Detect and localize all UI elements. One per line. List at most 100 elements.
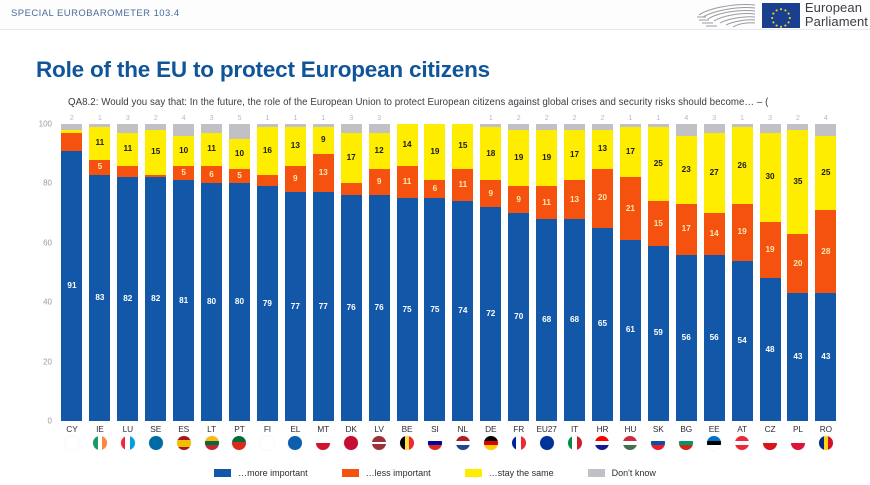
bar-column[interactable]: 80 5 10 5	[226, 113, 254, 421]
bar-column[interactable]: 56 14 27 3	[700, 113, 728, 421]
dont-know-value: 4	[684, 113, 689, 122]
bar-column[interactable]: 75 6 19	[421, 124, 449, 421]
stacked-bar-SE[interactable]: 82 15 2	[145, 113, 167, 421]
stacked-bar-LT[interactable]: 80 6 11 3	[201, 113, 223, 421]
segment-more-important: 65	[591, 227, 613, 421]
stacked-bar-AT[interactable]: 54 19 26 1	[731, 113, 753, 421]
stacked-bar-IT[interactable]: 68 13 17 2	[564, 113, 586, 421]
stacked-bar-ES[interactable]: 81 5 10 4	[173, 113, 195, 421]
country-code-label: IT	[570, 424, 579, 434]
bar-column[interactable]: 48 19 30 3	[756, 113, 784, 421]
bar-column[interactable]: 91 2	[58, 113, 86, 421]
segment-dont-know	[480, 124, 502, 127]
segment-value: 17	[346, 153, 356, 163]
bar-column[interactable]: 76 9 12 3	[365, 113, 393, 421]
stacked-bar-FR[interactable]: 70 9 19 2	[508, 113, 530, 421]
bar-column[interactable]: 72 9 18 1	[477, 113, 505, 421]
segment-more-important: 72	[480, 207, 502, 421]
stacked-bar-NL[interactable]: 74 11 15	[452, 124, 474, 421]
bar-column[interactable]: 70 9 19 2	[505, 113, 533, 421]
stacked-bar-HR[interactable]: 65 20 13 2	[591, 113, 613, 421]
legend-item-more-important[interactable]: …more important	[214, 468, 308, 478]
bar-column[interactable]: 75 11 14	[393, 124, 421, 421]
dont-know-value: 3	[377, 113, 382, 122]
bar-column[interactable]: 56 17 23 4	[672, 113, 700, 421]
flag-icon-EE	[707, 436, 722, 450]
bar-column[interactable]: 54 19 26 1	[728, 113, 756, 421]
bar-column[interactable]: 77 13 9 1	[309, 113, 337, 421]
country-code-label: BG	[680, 424, 693, 434]
segment-value: 5	[97, 161, 103, 171]
bar-column[interactable]: 59 15 25 1	[644, 113, 672, 421]
stacked-bar-EL[interactable]: 77 9 13 1	[284, 113, 306, 421]
flag-icon-LU	[120, 436, 135, 450]
segment-less-important: 19	[731, 204, 753, 261]
segment-value: 82	[151, 294, 161, 304]
segment-stay-the-same: 15	[145, 129, 167, 175]
bar-column[interactable]: 81 5 10 4	[170, 113, 198, 421]
legend-item-stay-the-same[interactable]: …stay the same	[464, 468, 554, 478]
stacked-bar-HU[interactable]: 61 21 17 1	[619, 113, 641, 421]
stacked-bar-CY[interactable]: 91 2	[61, 113, 83, 421]
bar-column[interactable]: 83 5 11 1	[86, 113, 114, 421]
segment-value: 9	[488, 188, 494, 198]
flag-icon-NL	[455, 436, 470, 450]
flag-icon-SI	[427, 436, 442, 450]
dont-know-value: 2	[153, 113, 158, 122]
legend-swatch-stay-the-same	[464, 469, 482, 477]
bar-column[interactable]: 76 17 3	[337, 113, 365, 421]
bar-column[interactable]: 68 11 19 2	[533, 113, 561, 421]
bar-column[interactable]: 82 15 2	[142, 113, 170, 421]
stacked-bar-SI[interactable]: 75 6 19	[424, 124, 446, 421]
stacked-bar-LV[interactable]: 76 9 12 3	[368, 113, 390, 421]
x-axis-item-BG: BG	[672, 424, 700, 462]
stacked-bar-FI[interactable]: 79 16 1	[256, 113, 278, 421]
segment-stay-the-same: 35	[787, 129, 809, 234]
bar-column[interactable]: 68 13 17 2	[561, 113, 589, 421]
segment-less-important: 17	[675, 204, 697, 255]
bar-column[interactable]: 77 9 13 1	[281, 113, 309, 421]
country-code-label: LT	[207, 424, 216, 434]
bar-column[interactable]: 43 20 35 2	[784, 113, 812, 421]
stacked-bar-EE[interactable]: 56 14 27 3	[703, 113, 725, 421]
dont-know-value: 2	[516, 113, 521, 122]
stacked-bar-CZ[interactable]: 48 19 30 3	[759, 113, 781, 421]
bar-column[interactable]: 79 16 1	[253, 113, 281, 421]
segment-value: 77	[318, 301, 328, 311]
dont-know-value: 3	[767, 113, 773, 122]
stacked-bar-LU[interactable]: 82 11 3	[117, 113, 139, 421]
stacked-bar-PL[interactable]: 43 20 35 2	[787, 113, 809, 421]
stacked-bar-BE[interactable]: 75 11 14	[396, 124, 418, 421]
bar-column[interactable]: 65 20 13 2	[589, 113, 617, 421]
stacked-bar-PT[interactable]: 80 5 10 5	[228, 113, 250, 421]
stacked-bar-DK[interactable]: 76 17 3	[340, 113, 362, 421]
segment-value: 10	[234, 148, 245, 158]
segment-less-important: 6	[424, 180, 446, 199]
stacked-bar-EU27[interactable]: 68 11 19 2	[536, 113, 558, 421]
flag-icon-HR	[595, 436, 610, 450]
segment-less-important: 11	[452, 168, 474, 202]
segment-more-important: 91	[61, 150, 83, 421]
stacked-bar-IE[interactable]: 83 5 11 1	[89, 113, 111, 421]
segment-dont-know	[536, 124, 558, 130]
segment-stay-the-same: 19	[536, 129, 558, 187]
segment-value: 56	[709, 332, 719, 342]
segment-less-important	[256, 174, 278, 187]
segment-stay-the-same: 30	[759, 132, 781, 223]
bar-column[interactable]: 80 6 11 3	[198, 113, 226, 421]
bar-column[interactable]: 43 28 25 4	[812, 113, 840, 421]
stacked-bar-BG[interactable]: 56 17 23 4	[675, 113, 697, 421]
segment-more-important: 59	[647, 245, 669, 421]
legend-item-dont-know[interactable]: Don't know	[587, 468, 656, 478]
stacked-bar-SK[interactable]: 59 15 25 1	[647, 113, 669, 421]
stacked-bar-MT[interactable]: 77 13 9 1	[312, 113, 334, 421]
bar-column[interactable]: 74 11 15	[449, 124, 477, 421]
stacked-bar-DE[interactable]: 72 9 18 1	[480, 113, 502, 421]
legend-item-less-important[interactable]: …less important	[341, 468, 431, 478]
bar-column[interactable]: 61 21 17 1	[616, 113, 644, 421]
stacked-bar-RO[interactable]: 43 28 25 4	[815, 113, 837, 421]
segment-dont-know	[675, 124, 697, 136]
bar-column[interactable]: 82 11 3	[114, 113, 142, 421]
segment-value: 56	[681, 332, 691, 342]
segment-value: 61	[625, 325, 635, 335]
